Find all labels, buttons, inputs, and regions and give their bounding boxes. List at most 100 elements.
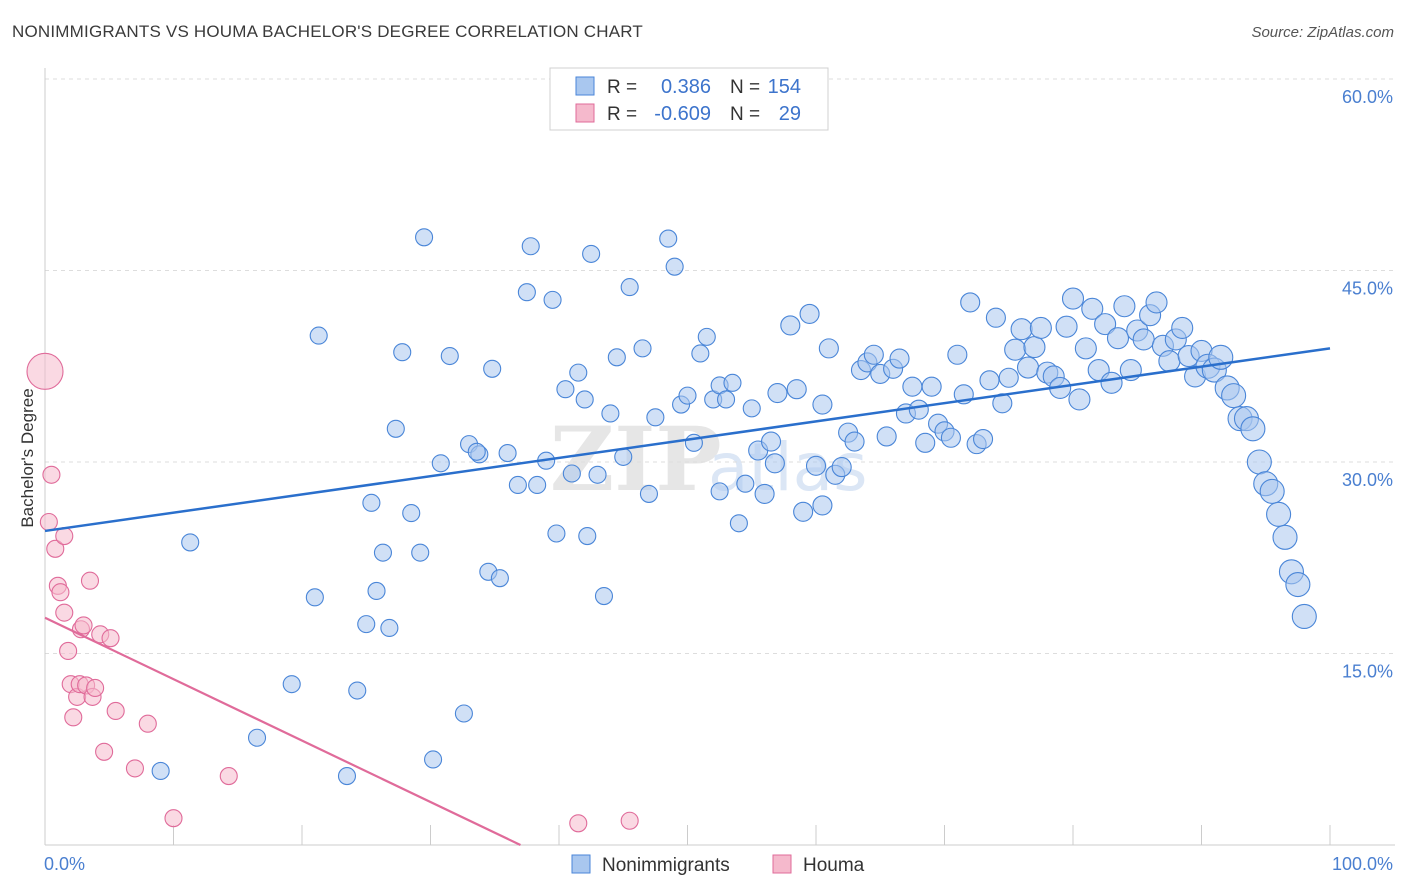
nonimmigrants-point — [723, 373, 742, 392]
nonimmigrants-point — [812, 394, 833, 415]
houma-point — [55, 603, 74, 622]
houma-point — [59, 641, 78, 660]
nonimmigrants-point — [844, 431, 865, 452]
nonimmigrants-point — [1029, 316, 1052, 340]
nonimmigrants-point — [490, 569, 509, 588]
nonimmigrants-point — [547, 524, 566, 543]
houma-point — [86, 678, 105, 698]
y-tick-label-60: 60.0% — [1342, 87, 1393, 107]
nonimmigrants-point — [1132, 328, 1155, 351]
nonimmigrants-point — [1272, 524, 1298, 550]
axes — [44, 68, 1395, 846]
nonimmigrants-point — [760, 431, 782, 452]
nonimmigrants-point — [633, 339, 652, 358]
y-tick-label-45: 45.0% — [1342, 279, 1393, 299]
nonimmigrants-point — [424, 750, 443, 769]
nonimmigrants-point — [960, 292, 981, 313]
nonimmigrants-point — [710, 482, 729, 501]
bottom-legend-houma: Houma — [803, 855, 865, 876]
nonimmigrants-point — [528, 475, 547, 495]
nonimmigrants-point — [362, 493, 381, 512]
houma-point — [95, 742, 114, 761]
nonimmigrants-point — [578, 526, 597, 546]
nonimmigrants-point — [665, 257, 684, 276]
nonimmigrants-point — [282, 675, 301, 694]
nonimmigrants-point — [402, 504, 421, 523]
houma-point — [39, 512, 58, 532]
nonimmigrants-point — [754, 483, 775, 504]
nonimmigrants-point — [1074, 337, 1097, 360]
nonimmigrants-point — [985, 307, 1006, 328]
legend-box — [549, 67, 829, 131]
bottom-legend-nonimmigrants: Nonimmigrants — [602, 855, 730, 876]
nonimmigrants-point — [902, 376, 923, 397]
legend-swatch-pink — [575, 103, 595, 123]
nonimmigrants-point — [1285, 572, 1311, 598]
legend-r-label-2: R = — [607, 104, 637, 125]
nonimmigrants-point — [1221, 383, 1247, 409]
nonimmigrants-point — [431, 454, 450, 473]
nonimmigrants-point — [1291, 603, 1317, 630]
nonimmigrants-point — [562, 464, 581, 483]
legend-swatch-blue — [575, 76, 595, 96]
houma-point — [138, 714, 157, 733]
nonimmigrants-point — [805, 455, 827, 476]
nonimmigrants-point — [151, 761, 170, 781]
nonimmigrants-point — [607, 348, 626, 367]
nonimmigrants-point — [639, 484, 659, 503]
nonimmigrants-point — [818, 338, 839, 359]
nonimmigrants-point — [691, 344, 710, 363]
legend-n-label-2: N = — [730, 104, 760, 125]
legend-r-label-1: R = — [607, 77, 637, 98]
nonimmigrants-point — [697, 327, 716, 346]
legend-n-value-2: 29 — [779, 103, 801, 125]
legend-n-label-1: N = — [730, 77, 760, 98]
nonimmigrants-point — [793, 501, 814, 522]
houma-point — [106, 701, 125, 721]
nonimmigrants-point — [181, 533, 200, 552]
nonimmigrants-point — [1023, 336, 1046, 359]
nonimmigrants-trend-line — [44, 347, 1331, 533]
houma-point — [569, 814, 588, 833]
nonimmigrants-point — [678, 386, 697, 405]
houma-point — [219, 767, 238, 786]
nonimmigrants-point — [556, 380, 575, 399]
nonimmigrants-point — [716, 390, 736, 409]
houma-point — [164, 809, 183, 828]
nonimmigrants-point — [1081, 297, 1104, 320]
nonimmigrants-point — [1004, 338, 1027, 361]
nonimmigrants-point — [305, 588, 324, 607]
nonimmigrants-points — [151, 83, 1317, 786]
nonimmigrants-point — [582, 244, 601, 263]
houma-point — [46, 539, 65, 558]
nonimmigrants-point — [1016, 356, 1040, 379]
nonimmigrants-point — [1061, 287, 1085, 310]
nonimmigrants-point — [1068, 388, 1091, 411]
houma-points — [26, 352, 639, 833]
nonimmigrants-point — [786, 379, 807, 400]
nonimmigrants-point — [729, 514, 748, 533]
nonimmigrants-point — [309, 326, 328, 345]
nonimmigrants-point — [659, 229, 678, 248]
nonimmigrants-point — [569, 363, 588, 382]
nonimmigrants-point — [876, 426, 897, 447]
y-tick-label-30: 30.0% — [1342, 470, 1393, 490]
nonimmigrants-point — [467, 442, 486, 461]
bottom-legend-swatch-houma — [772, 854, 792, 874]
nonimmigrants-point — [337, 767, 357, 786]
nonimmigrants-point — [972, 428, 994, 450]
nonimmigrants-point — [812, 495, 833, 516]
nonimmigrants-point — [1094, 313, 1117, 336]
houma-point — [26, 352, 64, 390]
nonimmigrants-point — [1010, 318, 1033, 341]
nonimmigrants-point — [1055, 315, 1078, 338]
nonimmigrants-point — [947, 344, 968, 365]
nonimmigrants-point — [1240, 416, 1266, 442]
x-tick-max: 100.0% — [1332, 854, 1393, 874]
nonimmigrants-point — [1106, 327, 1130, 350]
houma-point — [42, 465, 61, 484]
houma-trend-line — [44, 616, 521, 846]
nonimmigrants-point — [357, 615, 376, 634]
nonimmigrants-point — [386, 419, 405, 438]
